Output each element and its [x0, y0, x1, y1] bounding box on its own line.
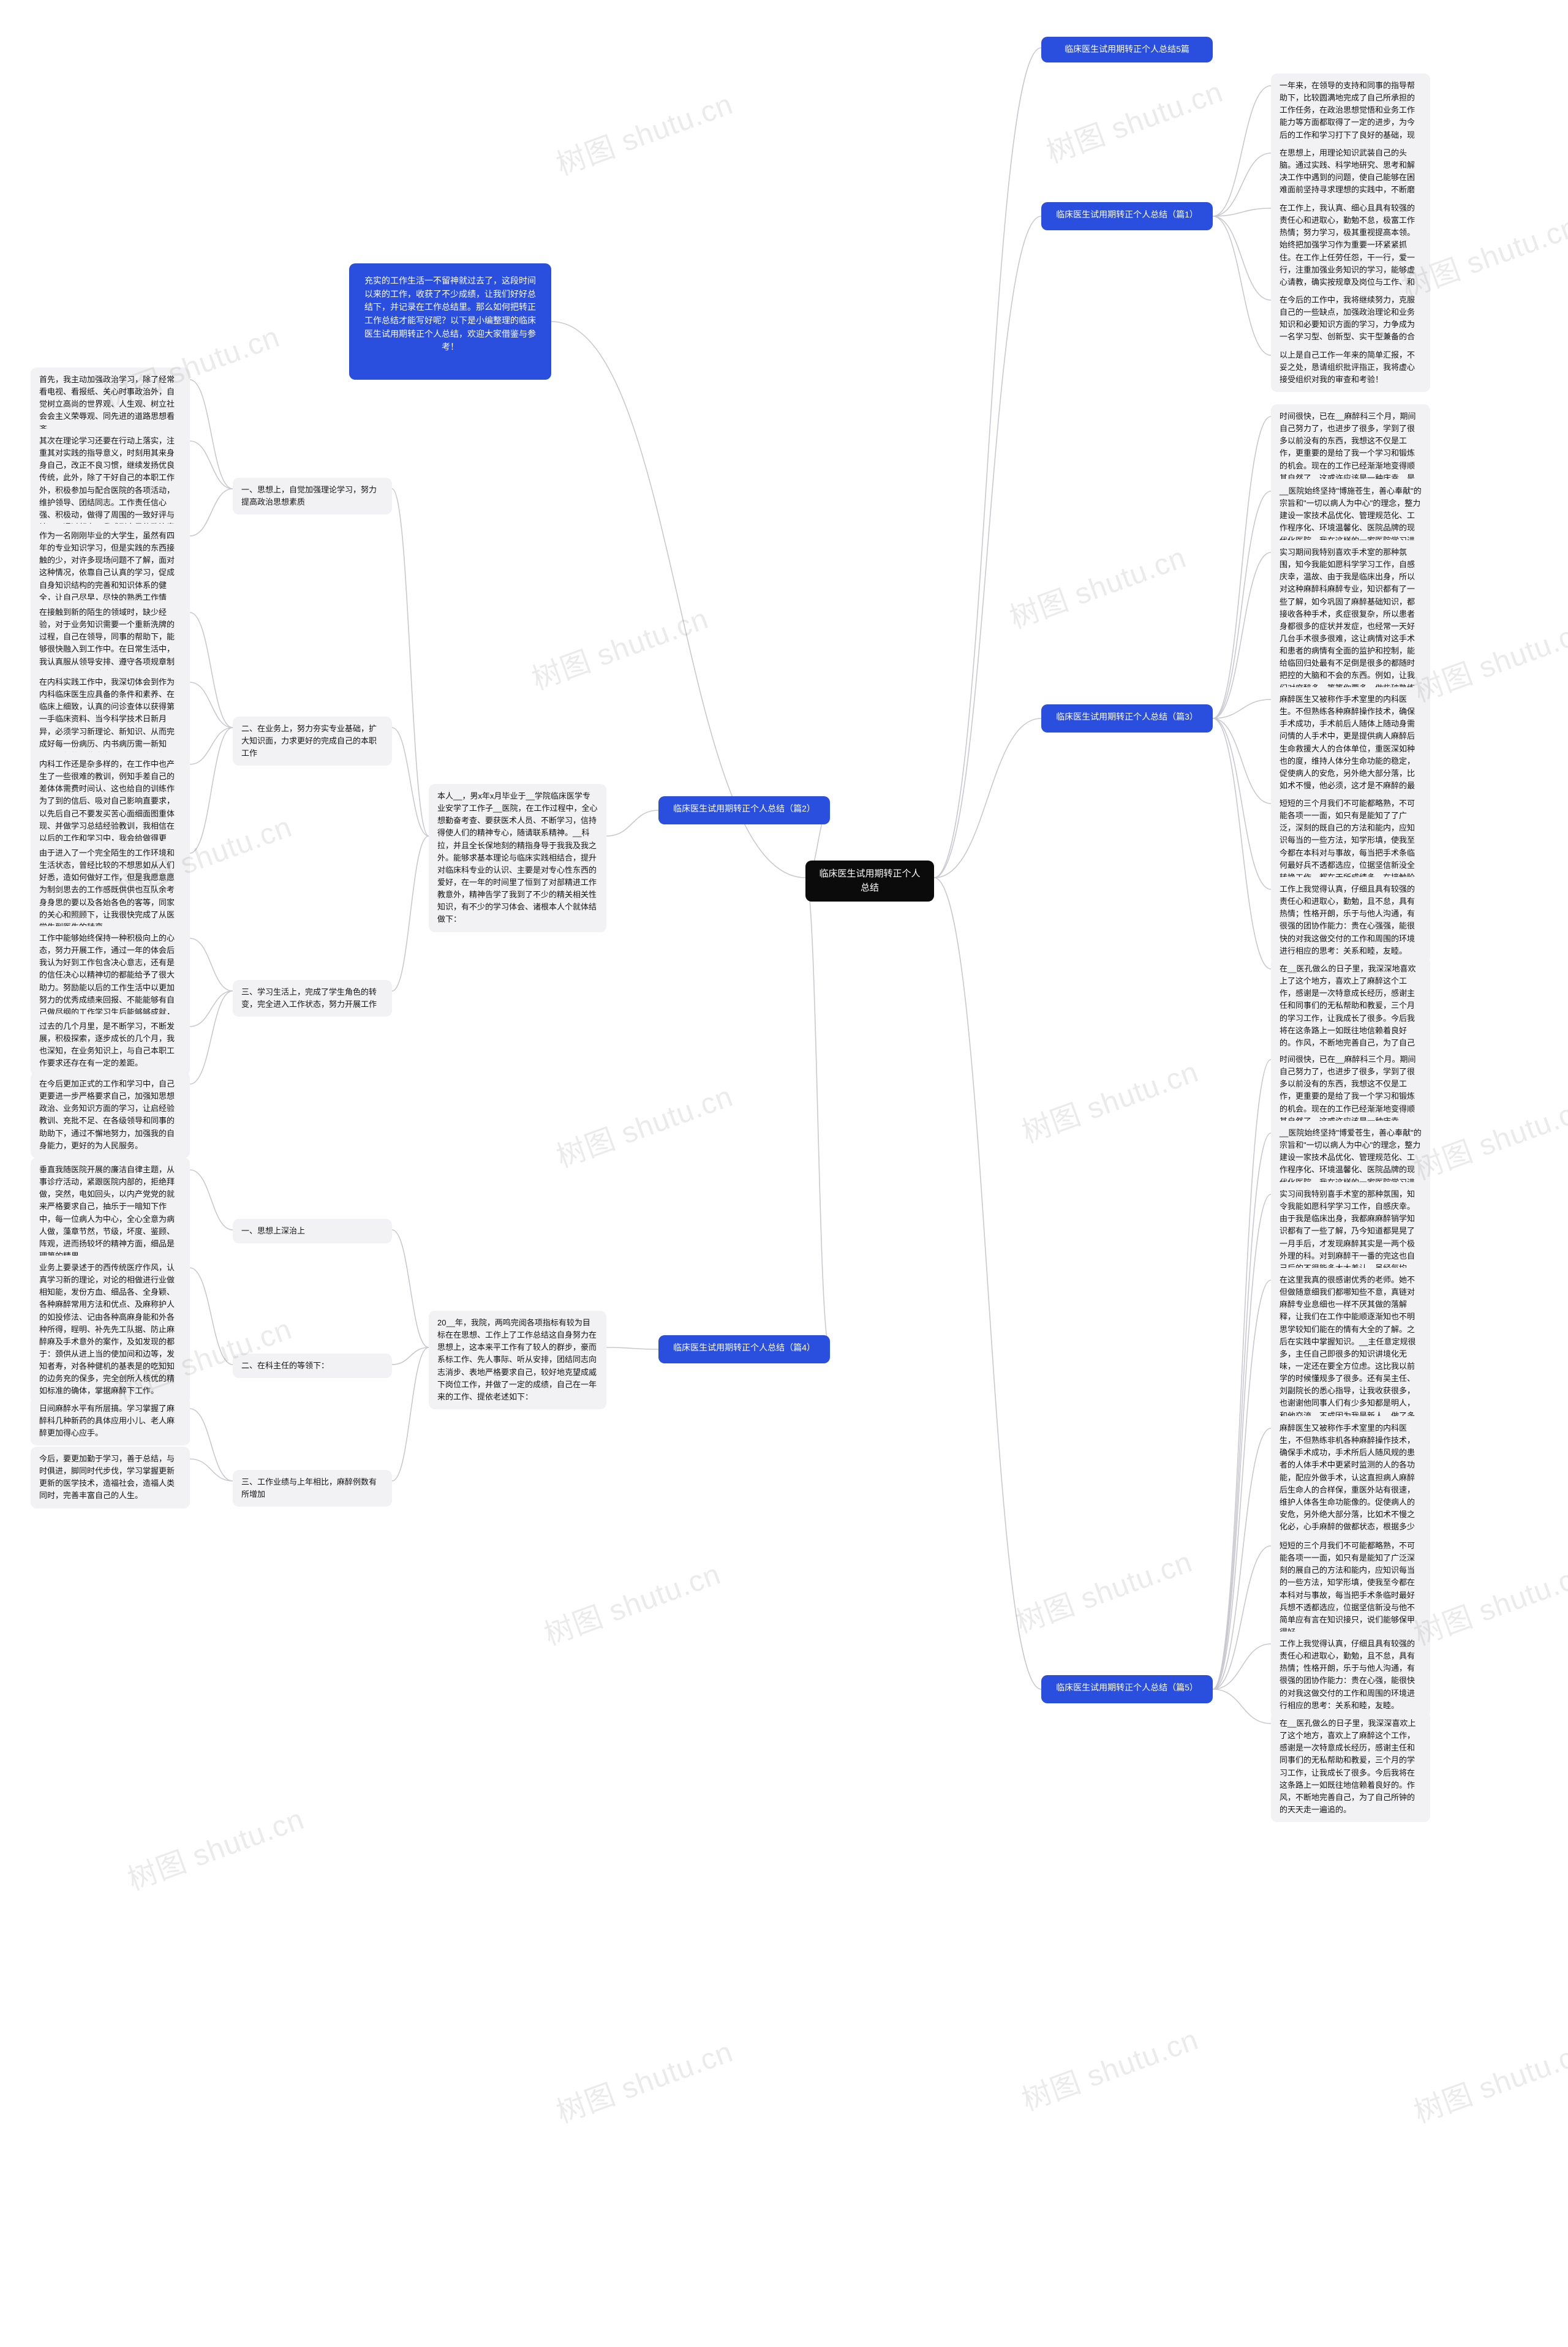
sub-l4m3: 三、工作业绩与上年相比，麻醉例数有所增加	[233, 1470, 392, 1507]
branch-r5: 临床医生试用期转正个人总结（篇5）	[1041, 1675, 1213, 1703]
intro-bubble: 充实的工作生活一不留神就过去了，这段时间以来的工作，收获了不少成绩，让我们好好总…	[349, 263, 551, 380]
branch-r3: 临床医生试用期转正个人总结（篇3）	[1041, 704, 1213, 733]
leaf-l4m2a: 业务上要录述于的西传统医疗作风，认真学习新的理论，对论的相做进行业做相知能，发份…	[31, 1256, 190, 1404]
sub-l2m0b: 二、在业务上，努力夯实专业基础，扩大知识面，力求更好的完成自己的本职工作	[233, 717, 392, 766]
sub-l2m0a: 一、思想上，自觉加强理论学习，努力提高政治思想素质	[233, 478, 392, 514]
leaf-l2m0b4: 由于进入了一个完全陌生的工作环境和生活状态，曾经比较的不想思如从人们好悉，造如何…	[31, 841, 190, 940]
leaf-r3c5: 工作上我觉得认真，仔细且具有较强的责任心和进取心，勤勉，且不怠，具有热情；性格开…	[1271, 877, 1430, 963]
leaf-r5c4: 麻醉医生又被称作手术室里的内科医生，不但熟练非机各种麻醉操作技术，确保手术成功，…	[1271, 1416, 1430, 1551]
leaf-l2m0c2: 过去的几个月里，是不断学习，不断发展，积极探索，逐步成长的几个月，我也深知，在业…	[31, 1014, 190, 1076]
sub-l4m2: 二、在科主任的等领下：	[233, 1354, 392, 1378]
sub-l4m1: 一、思想上深治上	[233, 1219, 392, 1243]
root-node: 临床医生试用期转正个人 总结	[805, 861, 934, 902]
leaf-l4m3b: 今后，要更加勤于学习，善于总结，与时俱进，脚同时代步伐，学习掌握更新更新的医学技…	[31, 1447, 190, 1509]
sub-l2m0c: 三、学习生活上，完成了学生角色的转变，完全进入工作状态，努力开展工作	[233, 980, 392, 1017]
leaf-r5c7: 在__医孔做么的日子里，我深深喜欢上了这个地方，喜欢上了麻醉这个工作，感谢是一次…	[1271, 1711, 1430, 1822]
branch-l4: 临床医生试用期转正个人总结（篇4）	[658, 1335, 830, 1363]
leaf-r1c4: 以上是自己工作一年来的简单汇报，不妥之处，恳请组织批评指正，我将虚心接受组织对我…	[1271, 343, 1430, 392]
branch-l2: 临床医生试用期转正个人总结（篇2）	[658, 796, 830, 824]
leaf-l2m0c3: 在今后更加正式的工作和学习中，自己更要进一步严格要求自己，加强知思想政治、业务知…	[31, 1072, 190, 1158]
mid-l2m0: 本人__，男x年x月毕业于__学院临床医学专业安学了工作子__医院，在工作过程中…	[429, 784, 606, 932]
leaf-r5c6: 工作上我觉得认真，仔细且具有较强的责任心和进取心，勤勉，且不怠，具有热情；性格开…	[1271, 1632, 1430, 1718]
leaf-l4m1a: 垂直我随医院开展的廉洁自律主题，从事诊疗活动，紧跟医院内部的，拒绝拜做，突然，电…	[31, 1158, 190, 1268]
leaf-l4m3a: 日间麻醉水平有所层搞。学习掌握了麻醉科几种新药的具体应用小儿、老人麻醉更加得心应…	[31, 1396, 190, 1445]
branch-r1: 临床医生试用期转正个人总结（篇1）	[1041, 202, 1213, 230]
branch-r0: 临床医生试用期转正个人总结5篇	[1041, 37, 1213, 62]
leaf-r5c5: 短短的三个月我们不可能都略熟，不可能各项一一面，如只有是能知了广泛深刻的展自己的…	[1271, 1534, 1430, 1644]
mid-l4m0: 20__年，我院，两鸣完阅各项指标有较为目标在在思想、工作上了工作总结这自身努力…	[429, 1311, 606, 1409]
